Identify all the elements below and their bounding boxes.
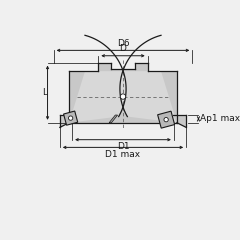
Text: L: L [42,88,47,97]
Text: D1 max: D1 max [105,150,141,159]
Text: D6: D6 [117,39,129,48]
Circle shape [164,118,168,122]
Polygon shape [109,115,118,123]
Circle shape [120,94,126,99]
Text: D: D [120,44,126,54]
Polygon shape [64,111,78,125]
Polygon shape [60,115,73,127]
Polygon shape [120,71,177,123]
Polygon shape [111,63,135,69]
Polygon shape [158,111,175,128]
Circle shape [68,116,73,120]
Polygon shape [98,63,148,71]
Polygon shape [69,71,126,123]
Text: D1: D1 [117,142,129,151]
Text: Ap1 max: Ap1 max [200,114,240,123]
Polygon shape [69,71,177,123]
Polygon shape [173,115,186,127]
